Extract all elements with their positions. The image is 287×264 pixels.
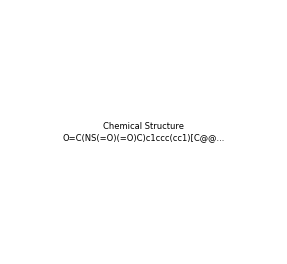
Text: Chemical Structure
O=C(NS(=O)(=O)C)c1ccc(cc1)[C@@...: Chemical Structure O=C(NS(=O)(=O)C)c1ccc…	[62, 122, 225, 142]
